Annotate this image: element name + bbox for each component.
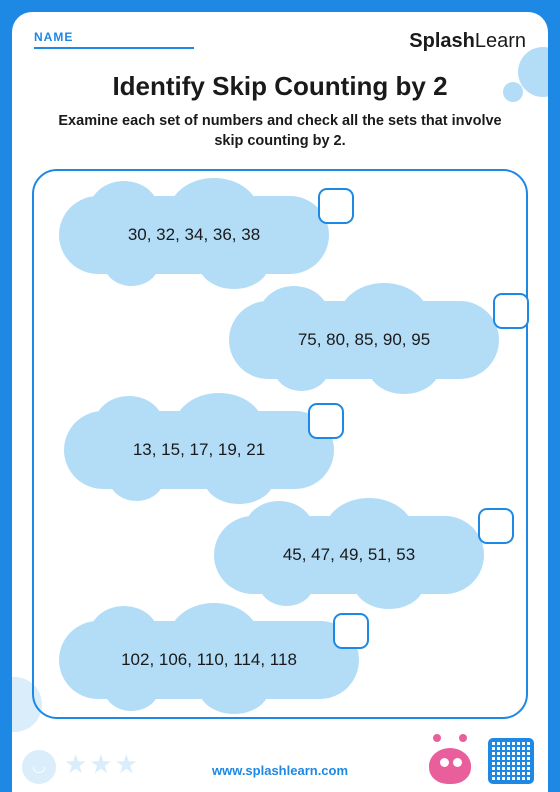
- brand-bold: Splash: [409, 30, 475, 52]
- footer-url: www.splashlearn.com: [212, 763, 348, 778]
- cloud-shape: [104, 241, 159, 286]
- number-sequence: 75, 80, 85, 90, 95: [298, 330, 430, 350]
- header: NAME SplashLearn: [12, 12, 548, 53]
- problem-cloud: 30, 32, 34, 36, 38: [59, 196, 329, 274]
- number-sequence: 13, 15, 17, 19, 21: [133, 440, 265, 460]
- work-area: 30, 32, 34, 36, 38 75, 80, 85, 90, 95 13…: [32, 169, 528, 719]
- cloud-shape: [354, 559, 424, 609]
- cloud-shape: [104, 666, 159, 711]
- cloud-shape: [199, 239, 269, 289]
- name-input-line: [34, 47, 194, 49]
- worksheet-page: NAME SplashLearn Identify Skip Counting …: [12, 12, 548, 792]
- brand-light: Learn: [475, 30, 526, 52]
- problem-cloud: 102, 106, 110, 114, 118: [59, 621, 359, 699]
- mascot-icon: [423, 736, 478, 784]
- cloud-shape: [109, 456, 164, 501]
- answer-checkbox[interactable]: [493, 293, 529, 329]
- brand-logo: SplashLearn: [409, 30, 526, 53]
- cloud-shape: [259, 561, 314, 606]
- number-sequence: 30, 32, 34, 36, 38: [128, 225, 260, 245]
- worksheet-instructions: Examine each set of numbers and check al…: [52, 112, 508, 151]
- cloud-shape: [369, 344, 439, 394]
- number-sequence: 102, 106, 110, 114, 118: [121, 650, 297, 670]
- worksheet-title: Identify Skip Counting by 2: [12, 71, 548, 102]
- decoration-bubble: [503, 82, 523, 102]
- cloud-shape: [274, 346, 329, 391]
- answer-checkbox[interactable]: [478, 508, 514, 544]
- footer: ★★★ www.splashlearn.com: [12, 732, 548, 792]
- name-field[interactable]: NAME: [34, 30, 194, 49]
- problem-cloud: 45, 47, 49, 51, 53: [214, 516, 484, 594]
- name-label: NAME: [34, 30, 194, 44]
- stars-icon: ★★★: [64, 749, 140, 780]
- problem-cloud: 13, 15, 17, 19, 21: [64, 411, 334, 489]
- smiley-icon: [22, 750, 56, 784]
- answer-checkbox[interactable]: [308, 403, 344, 439]
- cloud-shape: [199, 664, 269, 714]
- answer-checkbox[interactable]: [333, 613, 369, 649]
- problem-cloud: 75, 80, 85, 90, 95: [229, 301, 499, 379]
- cloud-shape: [204, 454, 274, 504]
- answer-checkbox[interactable]: [318, 188, 354, 224]
- qr-code-icon: [488, 738, 534, 784]
- number-sequence: 45, 47, 49, 51, 53: [283, 545, 415, 565]
